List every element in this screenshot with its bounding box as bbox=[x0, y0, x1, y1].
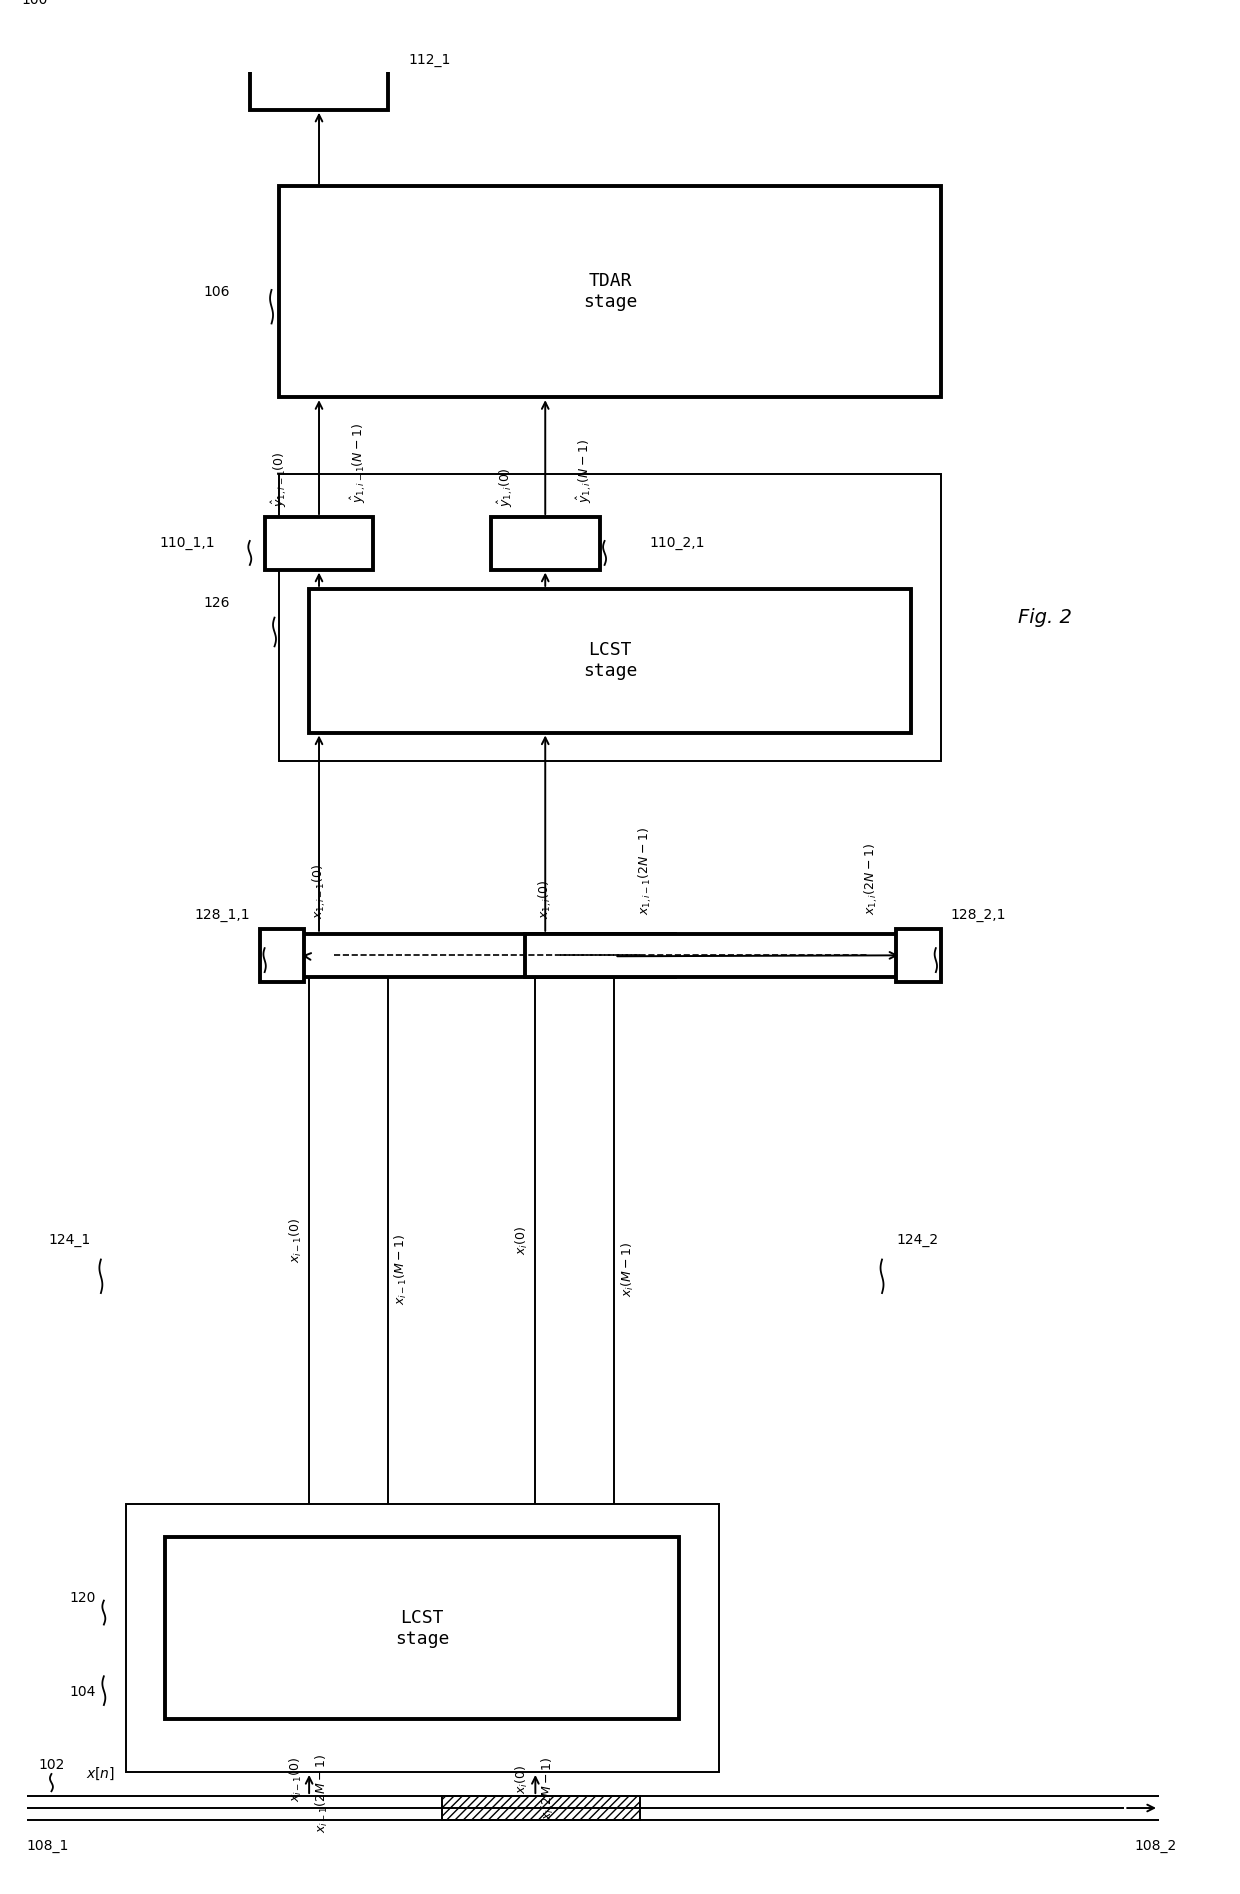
Text: 100: 100 bbox=[22, 0, 48, 8]
Text: $x_{i-1}(0)$: $x_{i-1}(0)$ bbox=[288, 1756, 304, 1801]
Bar bbox=[309, 589, 911, 733]
Text: $x_i(M-1)$: $x_i(M-1)$ bbox=[620, 1241, 636, 1297]
Bar bbox=[279, 186, 941, 398]
Text: $\hat{y}_{1,i}(0)$: $\hat{y}_{1,i}(0)$ bbox=[496, 468, 516, 508]
Text: $x_i(0)$: $x_i(0)$ bbox=[515, 1765, 531, 1794]
Text: 108_2: 108_2 bbox=[1135, 1839, 1177, 1852]
Text: 128_1,1: 128_1,1 bbox=[195, 907, 249, 922]
Text: TDAR
stage: TDAR stage bbox=[583, 273, 637, 311]
Text: Fig. 2: Fig. 2 bbox=[1018, 608, 1073, 627]
Text: $x_{i-1}(M-1)$: $x_{i-1}(M-1)$ bbox=[393, 1233, 409, 1305]
Bar bbox=[441, 1796, 640, 1820]
Bar bbox=[264, 517, 373, 570]
Bar bbox=[491, 517, 600, 570]
Text: 108_1: 108_1 bbox=[27, 1839, 69, 1852]
Text: $x_{i-1}(0)$: $x_{i-1}(0)$ bbox=[288, 1218, 304, 1263]
Text: 110_2,1: 110_2,1 bbox=[649, 536, 704, 551]
Text: 124_2: 124_2 bbox=[897, 1233, 939, 1248]
Text: $x_{1,i}(0)$: $x_{1,i}(0)$ bbox=[537, 881, 554, 919]
Bar bbox=[299, 934, 675, 977]
Text: 120: 120 bbox=[69, 1591, 95, 1604]
Text: 106: 106 bbox=[203, 284, 229, 299]
Text: $\hat{y}_{1,i}(N-1)$: $\hat{y}_{1,i}(N-1)$ bbox=[575, 439, 594, 502]
Bar bbox=[526, 934, 901, 977]
Text: 110_1,1: 110_1,1 bbox=[160, 536, 216, 551]
Text: $x_{1,i-1}(0)$: $x_{1,i-1}(0)$ bbox=[310, 864, 327, 919]
Bar bbox=[249, 38, 388, 110]
Text: 112_1: 112_1 bbox=[408, 53, 450, 66]
Text: $x_{i-1}(2M-1)$: $x_{i-1}(2M-1)$ bbox=[314, 1754, 330, 1833]
Text: 102: 102 bbox=[38, 1758, 64, 1773]
Text: $x_i(0)$: $x_i(0)$ bbox=[515, 1225, 531, 1256]
Text: LCST
stage: LCST stage bbox=[583, 642, 637, 680]
Text: $\hat{y}_{1,i-1}(N-1)$: $\hat{y}_{1,i-1}(N-1)$ bbox=[348, 422, 368, 502]
Bar bbox=[165, 1538, 680, 1720]
Text: $\hat{y}_{1,i-1}(0)$: $\hat{y}_{1,i-1}(0)$ bbox=[270, 453, 289, 508]
Text: $x_i(2M-1)$: $x_i(2M-1)$ bbox=[541, 1758, 557, 1820]
Bar bbox=[279, 474, 941, 761]
Text: $x[n]$: $x[n]$ bbox=[86, 1765, 115, 1782]
Bar bbox=[125, 1504, 719, 1773]
Text: 104: 104 bbox=[69, 1684, 95, 1699]
Text: LCST
stage: LCST stage bbox=[396, 1610, 449, 1648]
Text: 128_2,1: 128_2,1 bbox=[951, 907, 1006, 922]
Text: $x_{1,i}(2N-1)$: $x_{1,i}(2N-1)$ bbox=[863, 843, 880, 915]
Bar bbox=[897, 928, 941, 981]
Text: 124_1: 124_1 bbox=[48, 1233, 91, 1248]
Bar bbox=[259, 928, 304, 981]
Text: $x_{1,i-1}(2N-1)$: $x_{1,i-1}(2N-1)$ bbox=[636, 826, 653, 915]
Text: 126: 126 bbox=[203, 597, 229, 610]
